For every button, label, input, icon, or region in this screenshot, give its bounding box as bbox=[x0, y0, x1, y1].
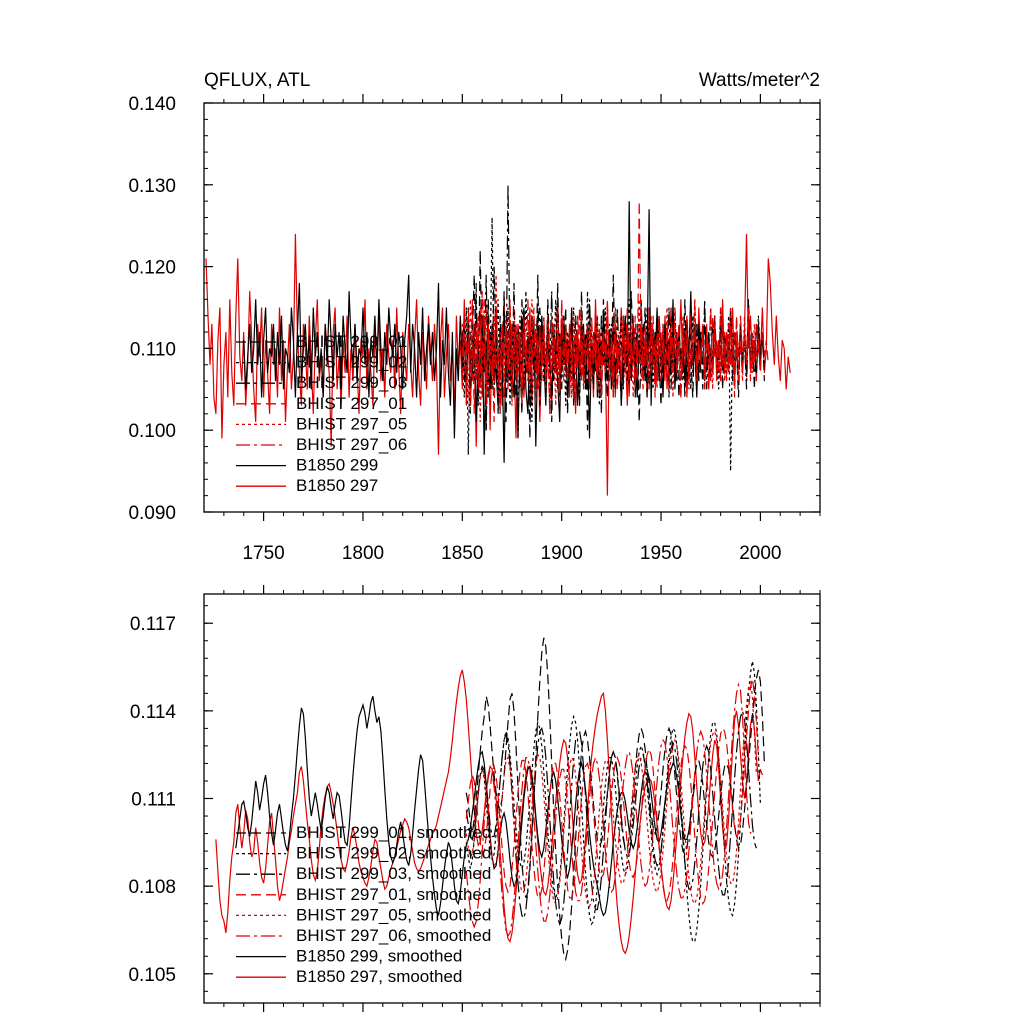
raw-legend-label: B1850 297 bbox=[296, 476, 378, 495]
smoothed-legend-label: BHIST 297_06, smoothed bbox=[296, 926, 491, 945]
smoothed-panel: BHIST 299_01, smoothed BHIST 299_02, smoo… bbox=[128, 585, 821, 1012]
raw-legend-label: B1850 299 bbox=[296, 456, 378, 475]
smoothed-series-bhist-297-05-smoothed bbox=[465, 681, 757, 908]
smoothed-ytick-label: 0.105 bbox=[128, 965, 176, 986]
raw-legend-label: BHIST 299_03 bbox=[296, 373, 407, 392]
plot-title-left: QFLUX, ATL bbox=[204, 70, 310, 91]
raw-legend-label: BHIST 299_02 bbox=[296, 353, 407, 372]
raw-ytick-label: 0.140 bbox=[128, 94, 176, 115]
raw-ytick-label: 0.130 bbox=[128, 176, 176, 197]
raw-series-bhist-297-05 bbox=[461, 274, 761, 423]
plot-title-right: Watts/meter^2 bbox=[699, 70, 820, 91]
smoothed-legend-label: BHIST 299_02, smoothed bbox=[296, 844, 491, 863]
smoothed-ytick-label: 0.114 bbox=[130, 702, 177, 723]
raw-ytick-label: 0.090 bbox=[128, 503, 176, 524]
smoothed-series-bhist-297-01-smoothed bbox=[465, 678, 759, 906]
smoothed-legend-label: BHIST 297_05, smoothed bbox=[296, 905, 491, 924]
smoothed-series-b1850-299-smoothed bbox=[235, 696, 696, 917]
raw-axes: 0.090 0.100 0.110 0.120 0.130 0.140 1750 1800 18… bbox=[128, 94, 821, 564]
raw-xtick-label: 1900 bbox=[541, 543, 583, 564]
raw-legend-label: BHIST 297_01 bbox=[296, 394, 407, 413]
raw-legend-label: BHIST 299_01 bbox=[296, 332, 407, 351]
raw-xtick-label: 1750 bbox=[242, 543, 284, 564]
smoothed-series-bhist-299-01-smoothed bbox=[465, 637, 765, 962]
raw-xtick-label: 1950 bbox=[640, 543, 682, 564]
raw-legend-label: BHIST 297_06 bbox=[296, 435, 407, 454]
smoothed-axes: 0.105 0.108 0.111 0.114 0.117 bbox=[128, 585, 821, 1012]
smoothed-legend: BHIST 299_01, smoothed BHIST 299_02, smoo… bbox=[236, 823, 491, 986]
raw-series-layer bbox=[205, 184, 791, 496]
raw-legend-label: BHIST 297_05 bbox=[296, 414, 407, 433]
raw-ytick-label: 0.120 bbox=[128, 258, 176, 279]
smoothed-legend-label: BHIST 299_03, smoothed bbox=[296, 864, 491, 883]
raw-xtick-label: 1850 bbox=[441, 543, 483, 564]
raw-plot-frame bbox=[203, 102, 821, 513]
smoothed-ytick-label: 0.111 bbox=[131, 790, 176, 811]
smoothed-legend-label: BHIST 299_01, smoothed bbox=[296, 823, 491, 842]
raw-xtick-label: 1800 bbox=[342, 543, 384, 564]
smoothed-series-bhist-299-02-smoothed bbox=[465, 661, 761, 943]
raw-ytick-label: 0.110 bbox=[130, 339, 176, 360]
raw-xtick-label: 2000 bbox=[739, 543, 781, 564]
smoothed-series-bhist-297-06-smoothed bbox=[465, 682, 753, 938]
smoothed-legend-label: B1850 297, smoothed bbox=[296, 967, 462, 986]
smoothed-ytick-label: 0.108 bbox=[128, 877, 176, 898]
smoothed-ytick-label: 0.117 bbox=[130, 614, 176, 635]
smoothed-series-b1850-297-smoothed bbox=[215, 669, 763, 955]
raw-ytick-label: 0.100 bbox=[128, 421, 176, 442]
smoothed-legend-label: B1850 299, smoothed bbox=[296, 947, 462, 966]
raw-series-bhist-297-06 bbox=[461, 299, 761, 414]
smoothed-legend-label: BHIST 297_01, smoothed bbox=[296, 885, 491, 904]
smoothed-series-layer bbox=[215, 637, 765, 962]
